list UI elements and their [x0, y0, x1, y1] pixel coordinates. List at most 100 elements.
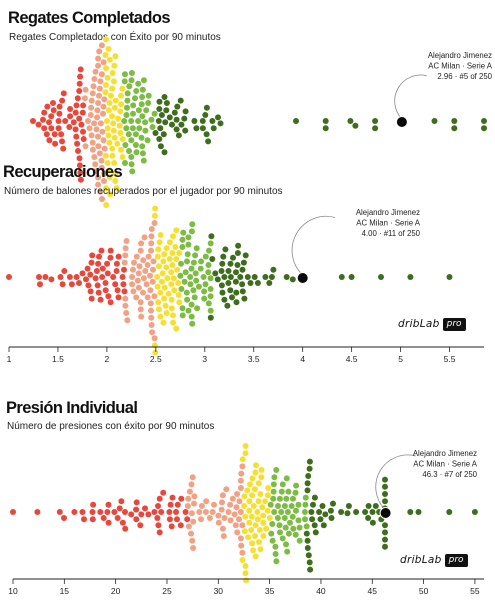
swarm-point	[372, 118, 379, 124]
swarm-point	[89, 252, 96, 259]
swarm-point	[161, 295, 168, 302]
swarm-point	[67, 106, 74, 112]
swarm-point	[133, 516, 140, 523]
swarm-point	[238, 542, 245, 549]
swarm-point	[188, 313, 195, 320]
swarm-point	[141, 234, 148, 241]
swarm-point	[189, 474, 196, 481]
swarm-point	[122, 509, 128, 515]
swarm-point	[290, 525, 297, 532]
swarm-points	[10, 443, 478, 584]
swarm-point	[76, 115, 83, 122]
highlight-point	[296, 272, 309, 284]
swarm-point	[133, 253, 140, 260]
swarm-point	[107, 92, 114, 99]
panel-recuperaciones: Recuperaciones Número de balones recuper…	[0, 155, 495, 375]
swarm-point	[187, 274, 194, 280]
swarm-point	[205, 300, 212, 307]
swarm-point	[121, 266, 127, 273]
brand-wordmark: dribLab	[398, 318, 440, 330]
swarm-point	[135, 284, 142, 291]
swarm-point	[107, 247, 114, 254]
swarm-point	[122, 525, 129, 532]
swarm-point	[177, 97, 184, 104]
swarm-point	[171, 287, 178, 294]
swarm-point	[241, 493, 248, 500]
highlight-label-team: AC Milan · Serie A	[356, 219, 420, 228]
x-axis-tick-label: 4.5	[346, 354, 358, 364]
swarm-point	[214, 276, 221, 283]
swarm-point	[284, 548, 291, 555]
swarm-point	[147, 287, 154, 294]
swarm-point	[128, 511, 135, 518]
swarm-point	[147, 300, 154, 307]
swarm-point	[254, 509, 261, 515]
swarm-point	[135, 80, 142, 87]
swarm-point	[215, 519, 222, 526]
swarm-point	[345, 503, 352, 509]
swarm-point	[173, 509, 179, 515]
swarm-point	[281, 515, 288, 521]
beeswarm-chart: Alejandro Jimenez AC Milan · Serie A4.00 …	[6, 205, 484, 364]
swarm-point	[189, 537, 196, 544]
swarm-point	[91, 76, 98, 82]
swarm-point	[218, 506, 225, 513]
swarm-point	[122, 71, 128, 78]
swarm-point	[126, 83, 133, 90]
swarm-point	[225, 280, 232, 286]
highlight-label-value-label: 2.96 · #5 of 250	[437, 72, 492, 81]
swarm-point	[116, 122, 123, 129]
swarm-point	[292, 489, 299, 496]
swarm-point	[169, 262, 176, 268]
swarm-point	[181, 115, 188, 122]
swarm-point	[99, 265, 106, 272]
swarm-point	[382, 529, 388, 536]
swarm-point	[155, 118, 162, 124]
swarm-point	[122, 245, 129, 252]
x-axis-tick-label: 15	[60, 586, 70, 596]
swarm-point	[112, 97, 119, 104]
swarm-point	[76, 155, 83, 162]
swarm-point	[241, 295, 248, 302]
swarm-point	[79, 109, 86, 116]
swarm-point	[77, 73, 84, 80]
x-axis-tick-label: 45	[368, 586, 378, 596]
swarm-point	[293, 482, 300, 489]
swarm-point	[106, 167, 113, 174]
panel-title: Presión Individual	[6, 399, 138, 417]
swarm-point	[156, 136, 163, 142]
swarm-point	[149, 124, 156, 130]
swarm-point	[151, 335, 158, 342]
swarm-point	[138, 101, 145, 108]
swarm-point	[263, 525, 270, 532]
swarm-point	[201, 295, 208, 302]
swarm-point	[302, 516, 308, 523]
swarm-point	[72, 109, 79, 116]
swarm-point	[208, 233, 215, 240]
swarm-point	[71, 509, 78, 515]
brand-badge: pro	[442, 317, 466, 331]
swarm-point	[176, 250, 183, 256]
swarm-point	[147, 272, 153, 279]
swarm-point	[58, 131, 65, 138]
swarm-point	[175, 132, 182, 139]
swarm-point	[100, 110, 106, 117]
swarm-point	[221, 296, 228, 303]
swarm-point	[220, 533, 227, 539]
swarm-point	[193, 277, 200, 284]
swarm-point	[308, 509, 315, 515]
swarm-point	[105, 501, 112, 508]
swarm-point	[195, 283, 202, 290]
swarm-point	[113, 268, 120, 274]
swarm-point	[239, 522, 246, 529]
swarm-point	[184, 296, 191, 303]
swarm-point	[35, 121, 42, 128]
swarm-point	[66, 274, 73, 280]
swarm-point	[192, 270, 199, 277]
swarm-point	[159, 278, 165, 285]
swarm-point	[239, 549, 246, 556]
swarm-point	[372, 125, 379, 132]
swarm-point	[239, 557, 246, 563]
swarm-point	[109, 70, 116, 76]
swarm-point	[46, 119, 52, 126]
